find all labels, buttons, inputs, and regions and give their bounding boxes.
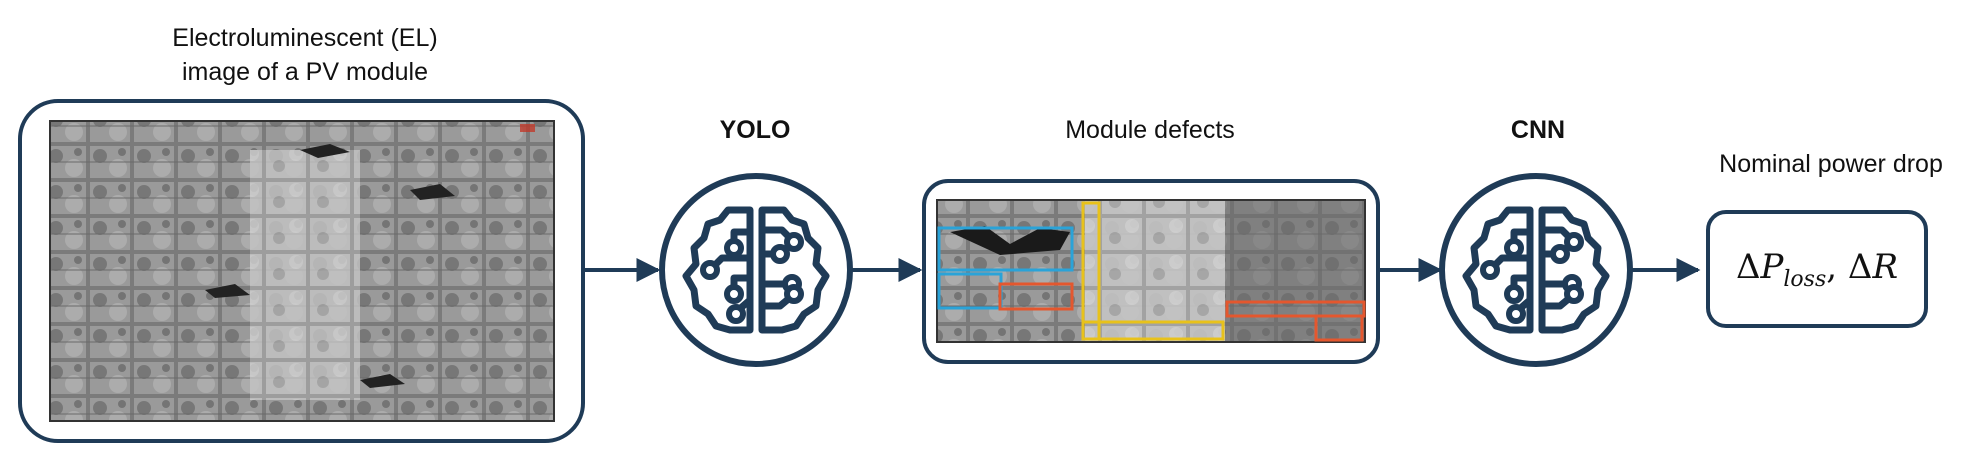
- nominal-power-drop-label: Nominal power drop: [1719, 150, 1943, 178]
- defect-box-blue: [937, 226, 1074, 272]
- brain-circuit-icon: [662, 176, 850, 364]
- el-image-title-line2: image of a PV module: [182, 58, 428, 86]
- defect-box-orange: [1314, 314, 1364, 342]
- defect-box-yellow: [1081, 320, 1225, 341]
- yolo-label: YOLO: [719, 116, 791, 144]
- module-defects-label: Module defects: [1065, 116, 1235, 144]
- defect-box-orange: [1225, 300, 1366, 318]
- brain-circuit-icon: [1442, 176, 1630, 364]
- module-defects-panel: [922, 179, 1380, 364]
- power-drop-formula: ΔPloss, ΔR: [1735, 246, 1899, 292]
- power-drop-formula-box: ΔPloss, ΔR: [1706, 210, 1928, 328]
- el-image-title-line1: Electroluminescent (EL): [172, 24, 438, 52]
- defect-box-orange: [998, 282, 1074, 311]
- el-image-panel: [18, 99, 585, 443]
- cnn-label: CNN: [1510, 116, 1566, 144]
